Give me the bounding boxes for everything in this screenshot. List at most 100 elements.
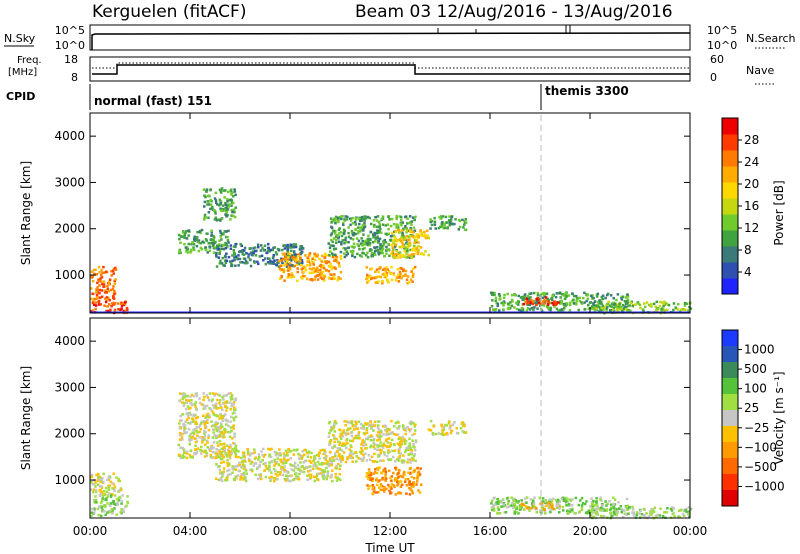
power-cell: [404, 225, 407, 228]
velocity-cell: [94, 495, 97, 498]
velocity-cell: [269, 478, 272, 481]
velocity-cell: [313, 479, 317, 483]
velocity-cell: [412, 454, 416, 458]
velocity-cell: [194, 444, 197, 447]
power-cell: [393, 230, 396, 234]
power-cell: [345, 218, 349, 221]
power-cell: [239, 242, 242, 246]
velocity-cell: [391, 431, 394, 434]
velocity-cell: [190, 393, 194, 397]
power-cell: [339, 277, 342, 280]
velocity-cell: [368, 484, 371, 488]
velocity-cell: [181, 446, 184, 450]
power-cell: [390, 252, 393, 255]
power-cell: [458, 218, 461, 222]
power-cell: [411, 216, 415, 219]
power-cell: [245, 252, 248, 255]
velocity-cell: [206, 396, 210, 399]
power-cell: [224, 261, 228, 265]
power-cell: [218, 244, 221, 248]
velocity-cell: [190, 420, 193, 424]
velocity-cell: [115, 476, 118, 479]
power-cell: [219, 231, 222, 234]
velocity-cell: [371, 423, 374, 426]
nsky-tick-low: 10^0: [55, 39, 85, 52]
velocity-cell: [219, 443, 222, 446]
power-cell: [391, 250, 395, 253]
velocity-cell: [389, 476, 392, 480]
velocity-cell: [345, 446, 348, 450]
velocity-cell: [680, 508, 683, 512]
power-cell: [97, 265, 101, 269]
velocity-cell: [194, 405, 197, 408]
velocity-cell: [413, 432, 416, 436]
power-cell: [282, 270, 285, 274]
power-cell: [374, 281, 378, 284]
power-cell: [616, 293, 620, 296]
velocity-cell: [613, 498, 617, 501]
velocity-cell: [227, 450, 231, 453]
power-cell: [210, 203, 213, 206]
velocity-cell: [276, 470, 280, 474]
velocity-cell: [98, 485, 102, 488]
power-cell: [96, 286, 99, 289]
velocity-cell: [203, 455, 207, 458]
velocity-cell: [296, 477, 300, 480]
power-cell: [215, 201, 218, 204]
velocity-cell: [332, 425, 336, 428]
power-cell: [219, 219, 222, 222]
time-tick-label: 08:00: [273, 524, 308, 538]
velocity-cell: [656, 513, 660, 517]
velocity-cell: [399, 492, 403, 495]
power-cell: [281, 261, 284, 265]
velocity-cell: [222, 402, 226, 405]
velocity-cell: [215, 447, 218, 451]
power-cell: [350, 250, 353, 253]
power-cell: [600, 302, 603, 306]
power-cell: [378, 223, 381, 226]
power-cell: [293, 264, 296, 268]
power-colorbar-cell: [722, 182, 738, 199]
velocity-cell: [218, 394, 222, 397]
power-cell: [411, 235, 415, 238]
power-cell: [101, 271, 104, 274]
power-cell: [273, 246, 277, 249]
velocity-cell: [529, 498, 532, 501]
power-cell: [345, 250, 349, 253]
power-cell: [285, 263, 289, 267]
velocity-cell: [397, 451, 401, 455]
power-cell: [179, 235, 183, 238]
velocity-cell: [309, 476, 313, 479]
velocity-cell: [414, 459, 417, 463]
velocity-cell: [683, 514, 686, 517]
velocity-cell: [378, 435, 381, 439]
power-cell: [358, 222, 361, 226]
velocity-cell: [315, 464, 318, 467]
velocity-cell: [109, 480, 112, 484]
power-cell: [226, 239, 230, 242]
velocity-cell: [378, 438, 382, 441]
velocity-cell: [368, 435, 371, 438]
power-cell: [616, 303, 619, 306]
power-cell: [352, 242, 356, 245]
power-cell: [381, 280, 384, 283]
velocity-cell: [403, 470, 406, 474]
velocity-colorbar-cell: [722, 490, 738, 507]
velocity-cell: [214, 392, 218, 396]
velocity-cell: [93, 509, 97, 512]
velocity-cell: [585, 500, 588, 503]
power-cell: [543, 295, 547, 298]
power-cell: [277, 248, 281, 251]
power-cell: [649, 304, 652, 307]
velocity-cell: [325, 455, 328, 458]
velocity-cell: [346, 456, 349, 459]
velocity-cell: [339, 464, 342, 467]
velocity-cell: [97, 472, 100, 476]
freq-tick-high: 18: [64, 53, 78, 66]
power-cell: [497, 293, 501, 296]
velocity-cell: [652, 508, 655, 511]
power-cell: [204, 216, 207, 219]
velocity-cell: [203, 423, 207, 426]
power-cell: [400, 223, 403, 227]
power-cell: [565, 302, 569, 305]
